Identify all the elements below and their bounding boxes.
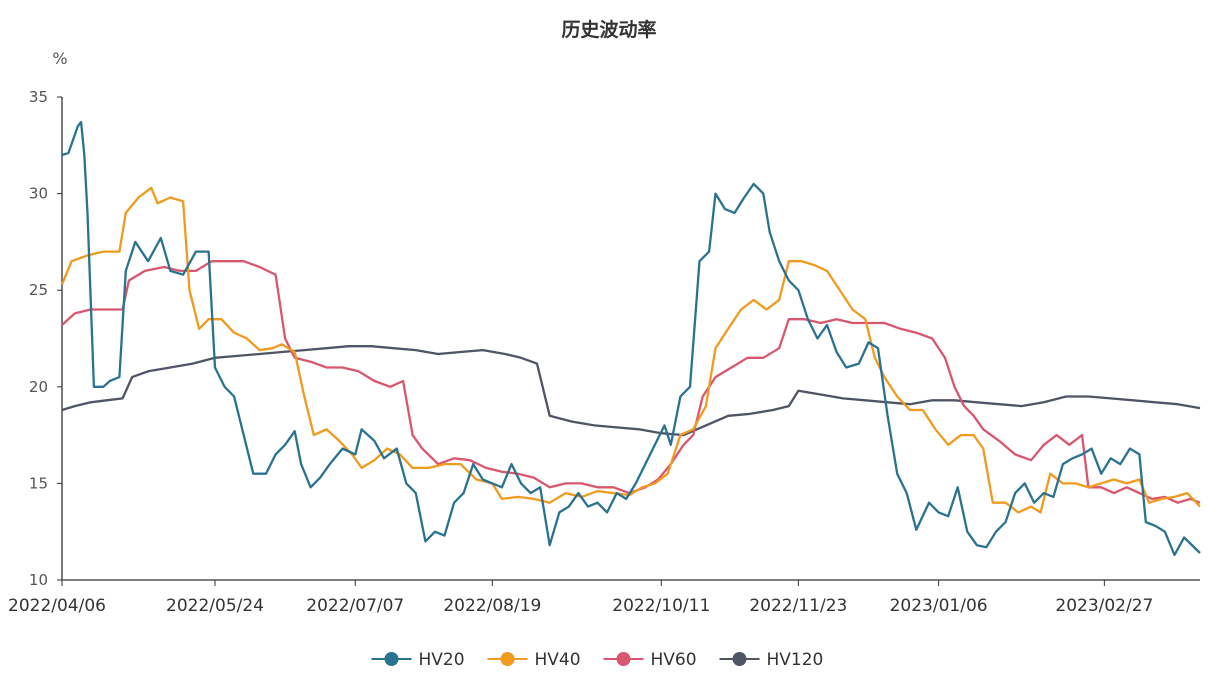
x-tick-label: 2022/04/06 xyxy=(8,596,106,616)
y-tick-label: 25 xyxy=(29,281,48,299)
legend-label: HV60 xyxy=(651,650,697,670)
legend-swatch-dot xyxy=(732,652,747,666)
x-tick-label: 2023/02/27 xyxy=(1055,596,1153,616)
legend-swatch-dot xyxy=(384,652,399,666)
legend-label: HV40 xyxy=(535,650,581,670)
legend-label: HV120 xyxy=(767,650,824,670)
series-lines xyxy=(60,120,1201,557)
x-tick-label: 2022/07/07 xyxy=(306,596,404,616)
series-line-hv60 xyxy=(61,260,1201,504)
y-tick-label: 35 xyxy=(29,88,48,106)
legend-item-hv40[interactable]: HV40 xyxy=(487,650,581,670)
y-tick-label: 15 xyxy=(29,474,48,492)
y-axis-ticks: 10 15 20 25 30 35 xyxy=(29,88,62,589)
legend-item-hv20[interactable]: HV20 xyxy=(371,650,465,670)
x-tick-label: 2022/10/11 xyxy=(612,596,710,616)
y-axis-unit: % xyxy=(52,49,67,68)
legend: HV20 HV40 HV60 HV120 xyxy=(371,650,824,670)
axes xyxy=(61,97,1200,581)
x-axis-ticks: 2022/04/06 2022/05/24 2022/07/07 2022/08/19… xyxy=(8,580,1153,616)
series-line-hv120 xyxy=(61,345,1201,437)
legend-label: HV20 xyxy=(419,650,465,670)
series-line-hv20 xyxy=(61,120,1201,557)
x-tick-label: 2022/08/19 xyxy=(443,596,541,616)
y-tick-label: 10 xyxy=(29,571,48,589)
x-tick-label: 2022/05/24 xyxy=(166,596,264,616)
x-tick-label: 2022/11/23 xyxy=(749,596,847,616)
chart-title: 历史波动率 xyxy=(561,18,656,41)
x-tick-label: 2023/01/06 xyxy=(890,596,988,616)
legend-item-hv60[interactable]: HV60 xyxy=(603,650,697,670)
legend-swatch-dot xyxy=(616,652,631,666)
legend-item-hv120[interactable]: HV120 xyxy=(719,650,824,670)
y-tick-label: 30 xyxy=(29,185,48,203)
series-line-hv40 xyxy=(60,186,1201,514)
y-tick-label: 20 xyxy=(29,378,48,396)
legend-swatch-dot xyxy=(500,652,515,666)
